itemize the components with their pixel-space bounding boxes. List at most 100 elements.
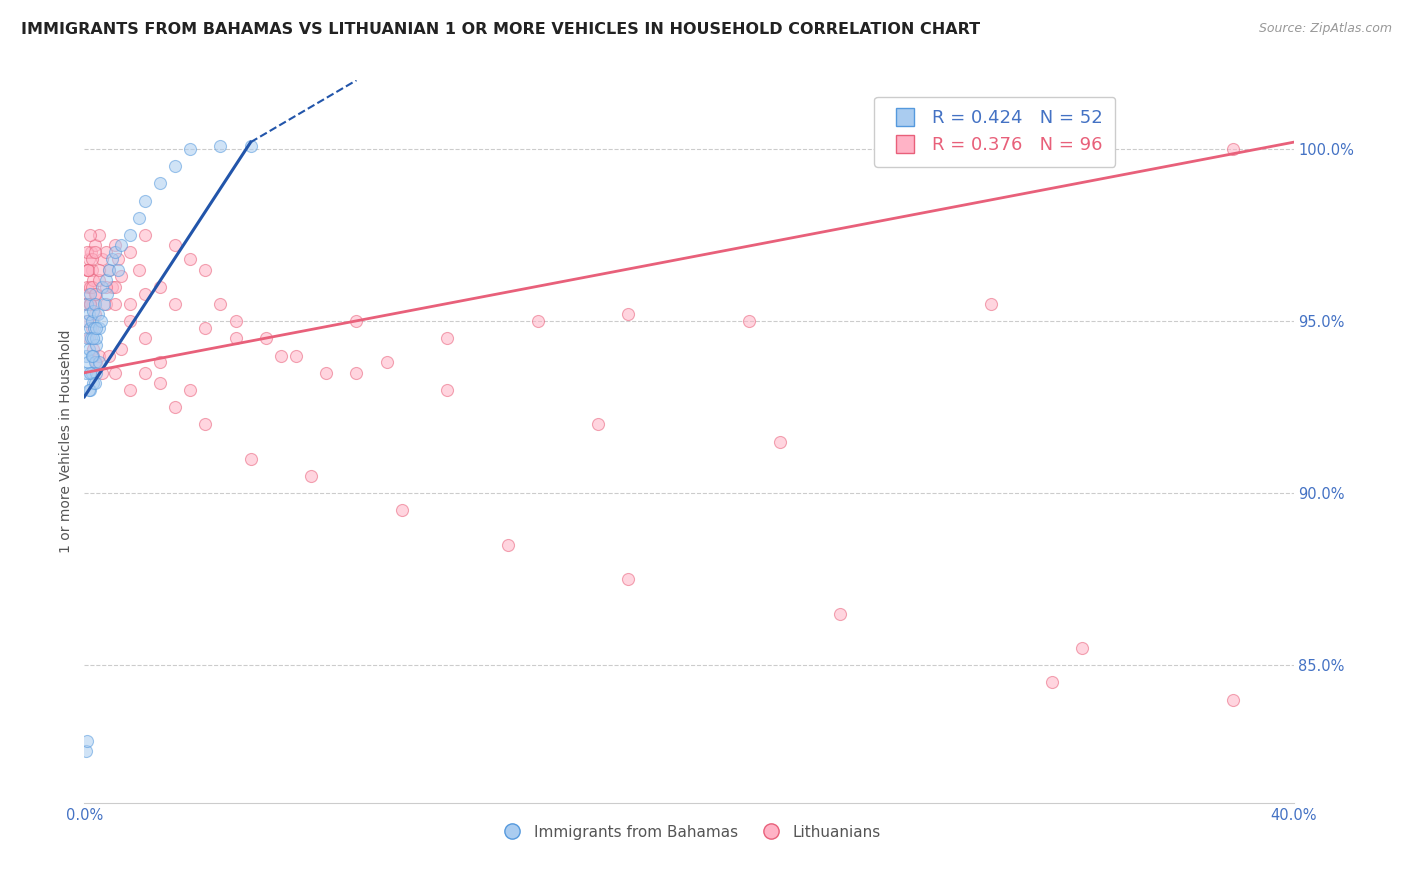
Point — [97, 262, 120, 277]
Point — [77, 342, 100, 356]
Point — [194, 321, 217, 335]
Point — [94, 273, 117, 287]
Point — [96, 286, 118, 301]
Point — [76, 262, 98, 277]
Point — [830, 607, 852, 621]
Point — [76, 279, 98, 293]
Point — [82, 297, 104, 311]
Point — [299, 469, 322, 483]
Point — [225, 331, 247, 345]
Y-axis label: 1 or more Vehicles in Household: 1 or more Vehicles in Household — [59, 330, 73, 553]
Point — [225, 314, 247, 328]
Point — [93, 297, 115, 311]
Point — [84, 307, 107, 321]
Point — [77, 331, 100, 345]
Point — [77, 262, 100, 277]
Point — [75, 366, 97, 380]
Point — [1040, 675, 1063, 690]
Point — [76, 245, 98, 260]
Point — [118, 245, 141, 260]
Point — [82, 273, 104, 287]
Point — [104, 279, 127, 293]
Point — [94, 245, 117, 260]
Point — [77, 307, 100, 321]
Point — [77, 286, 100, 301]
Point — [84, 297, 107, 311]
Point — [86, 331, 108, 345]
Point — [134, 228, 156, 243]
Point — [76, 734, 98, 748]
Point — [165, 297, 187, 311]
Point — [436, 331, 458, 345]
Point — [79, 286, 101, 301]
Point — [270, 349, 292, 363]
Point — [75, 744, 97, 758]
Point — [84, 376, 107, 390]
Point — [617, 572, 640, 586]
Point — [588, 417, 610, 432]
Point — [79, 297, 101, 311]
Point — [104, 238, 127, 252]
Point — [110, 342, 132, 356]
Point — [79, 366, 101, 380]
Point — [79, 297, 101, 311]
Point — [1222, 142, 1244, 156]
Point — [86, 366, 108, 380]
Point — [84, 338, 107, 352]
Point — [76, 331, 98, 345]
Point — [94, 279, 117, 293]
Point — [91, 366, 114, 380]
Point — [80, 252, 103, 267]
Point — [134, 194, 156, 208]
Point — [209, 297, 232, 311]
Point — [86, 321, 108, 335]
Point — [80, 314, 103, 328]
Point — [86, 286, 108, 301]
Point — [149, 177, 172, 191]
Point — [149, 355, 172, 369]
Point — [128, 211, 150, 225]
Point — [91, 252, 114, 267]
Point — [118, 314, 141, 328]
Point — [77, 262, 100, 277]
Point — [82, 303, 104, 318]
Point — [375, 355, 398, 369]
Point — [82, 349, 104, 363]
Point — [980, 297, 1002, 311]
Point — [118, 383, 141, 397]
Point — [165, 400, 187, 414]
Point — [80, 262, 103, 277]
Point — [80, 321, 103, 335]
Point — [75, 297, 97, 311]
Point — [149, 279, 172, 293]
Point — [134, 366, 156, 380]
Point — [100, 252, 122, 267]
Point — [107, 252, 129, 267]
Point — [80, 245, 103, 260]
Point — [1222, 692, 1244, 706]
Point — [75, 349, 97, 363]
Point — [194, 417, 217, 432]
Point — [89, 262, 111, 277]
Point — [86, 355, 108, 369]
Point — [97, 262, 120, 277]
Point — [97, 349, 120, 363]
Point — [149, 376, 172, 390]
Point — [254, 331, 277, 345]
Point — [527, 314, 550, 328]
Point — [91, 279, 114, 293]
Point — [77, 355, 100, 369]
Point — [209, 138, 232, 153]
Point — [134, 286, 156, 301]
Point — [104, 366, 127, 380]
Point — [179, 142, 201, 156]
Text: IMMIGRANTS FROM BAHAMAS VS LITHUANIAN 1 OR MORE VEHICLES IN HOUSEHOLD CORRELATIO: IMMIGRANTS FROM BAHAMAS VS LITHUANIAN 1 … — [21, 22, 980, 37]
Point — [82, 331, 104, 345]
Point — [239, 451, 262, 466]
Point — [79, 297, 101, 311]
Point — [80, 366, 103, 380]
Point — [90, 314, 112, 328]
Point — [87, 307, 110, 321]
Point — [346, 314, 368, 328]
Point — [84, 355, 107, 369]
